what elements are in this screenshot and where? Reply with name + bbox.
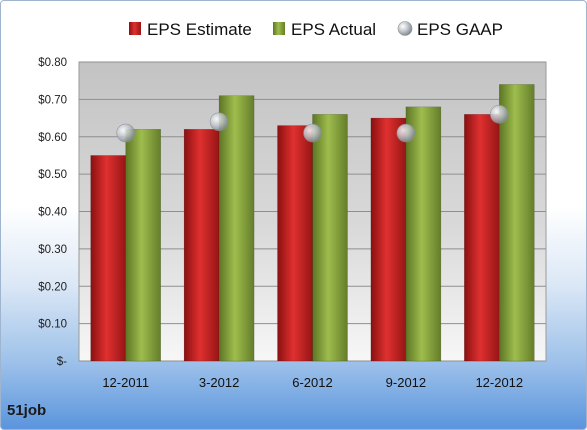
eps-gaap-marker <box>209 112 229 132</box>
legend-label: EPS GAAP <box>417 20 503 39</box>
y-tick-label: $- <box>57 356 67 368</box>
eps-gaap-marker <box>396 123 416 143</box>
legend-label: EPS Actual <box>291 20 376 39</box>
eps-estimate-bar <box>370 117 407 362</box>
y-tick-label: $0.60 <box>38 132 67 144</box>
legend-estimate-swatch <box>129 22 141 35</box>
eps-estimate-bar <box>277 125 313 362</box>
eps-estimate-bar <box>183 129 220 362</box>
eps-actual-bar <box>499 84 535 362</box>
eps-actual-bar <box>125 129 161 362</box>
legend-actual-swatch <box>273 22 285 35</box>
eps-estimate-bar <box>464 114 500 362</box>
x-tick-label: 6-2012 <box>292 375 332 390</box>
x-tick-label: 3-2012 <box>199 375 239 390</box>
eps-actual-bar <box>218 95 255 362</box>
eps-actual-bar <box>312 114 348 362</box>
y-tick-label: $0.80 <box>38 57 67 69</box>
x-tick-label: 12-2011 <box>102 375 149 390</box>
eps-actual-bar <box>405 106 442 362</box>
eps-estimate-bar <box>90 155 126 362</box>
y-tick-label: $0.50 <box>38 169 67 181</box>
y-tick-label: $0.10 <box>38 319 67 331</box>
eps-gaap-marker <box>303 123 322 143</box>
y-tick-label: $0.40 <box>38 207 67 219</box>
legend: EPS Estimate EPS Actual EPS GAAP <box>129 20 503 39</box>
x-tick-label: 12-2012 <box>475 375 523 390</box>
y-tick-label: $0.30 <box>38 244 67 256</box>
y-tick-label: $0.70 <box>38 94 67 106</box>
x-tick-label: 9-2012 <box>386 375 426 390</box>
eps-gaap-marker <box>489 105 509 124</box>
company-label: 51job <box>7 402 47 419</box>
legend-label: EPS Estimate <box>147 20 252 39</box>
plot-area: $- $0.10 $0.20 $0.30 $0.40 $0.50 $0.60 $0.70 $0.… <box>38 57 547 390</box>
legend-gaap-swatch <box>397 21 413 36</box>
eps-gaap-marker <box>116 123 135 143</box>
y-tick-label: $0.20 <box>38 281 67 293</box>
